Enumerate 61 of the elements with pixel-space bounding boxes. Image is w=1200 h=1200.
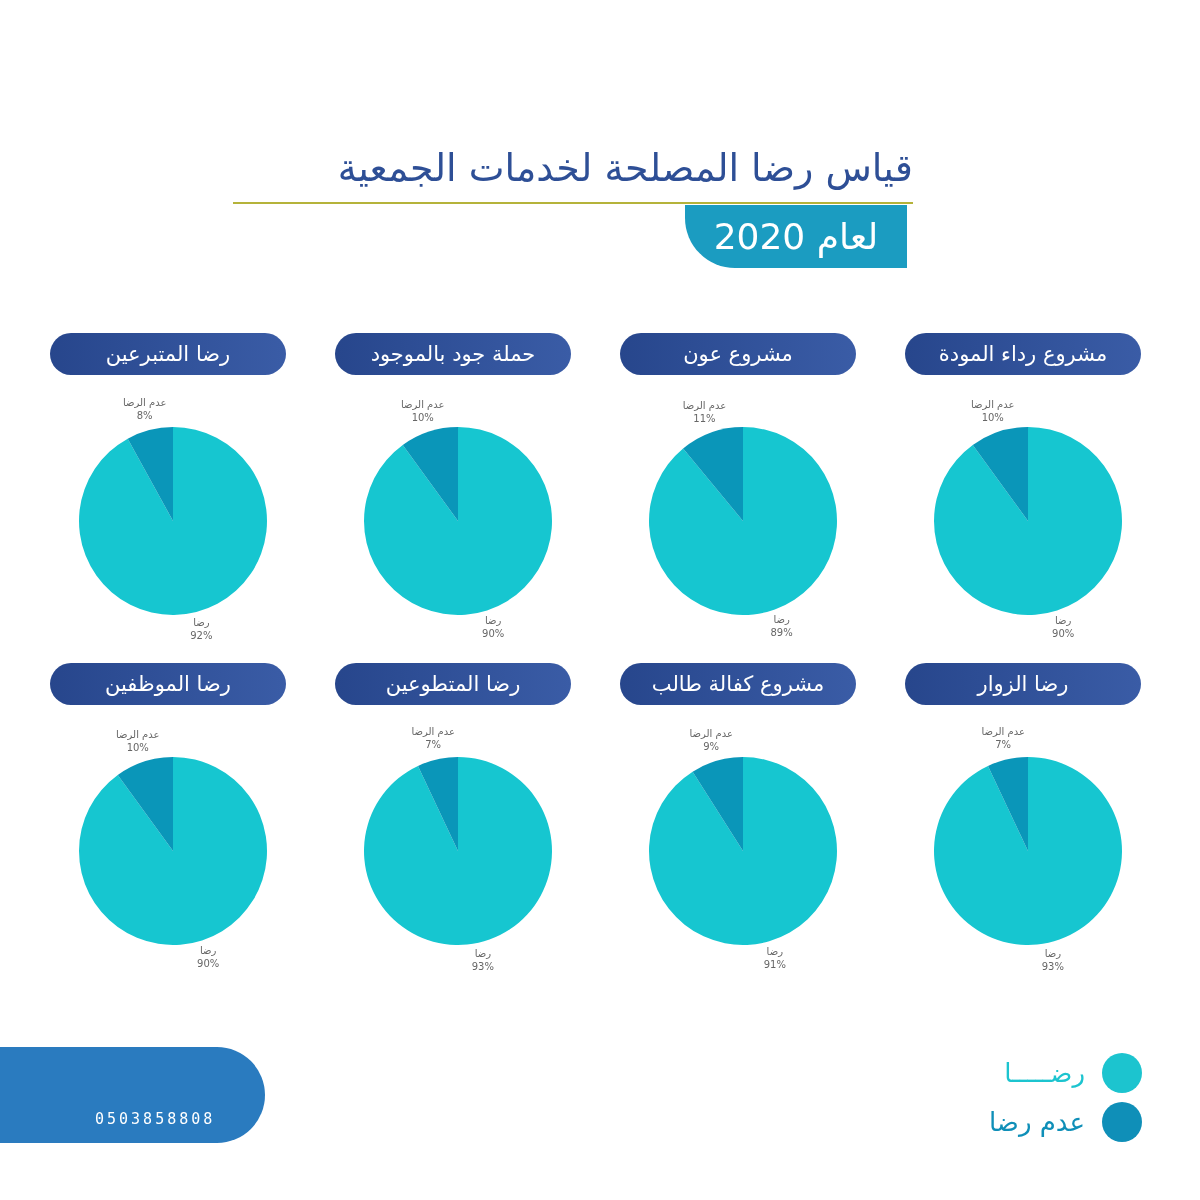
data-label: 10% xyxy=(126,741,149,753)
data-label: 8% xyxy=(136,409,153,421)
pie-slice xyxy=(972,427,1028,521)
data-label: 90% xyxy=(482,628,505,640)
pie-slice xyxy=(649,757,837,945)
data-label: 7% xyxy=(995,738,1012,750)
slice-label: عدم الرضا xyxy=(411,725,455,737)
pie-slice xyxy=(79,757,267,945)
pie-slice xyxy=(934,757,1122,945)
slice-label: رضا xyxy=(193,617,210,629)
data-label: 92% xyxy=(190,630,213,642)
pie-slice xyxy=(79,427,267,615)
slice-label: رضا xyxy=(485,615,502,627)
chart-title: رضا المتطوعين xyxy=(335,663,571,705)
pie-slice xyxy=(417,757,458,851)
data-label: 7% xyxy=(425,738,442,750)
text: رضـــــا xyxy=(1003,1057,1085,1090)
data-label: 11% xyxy=(693,412,716,424)
data-label: 93% xyxy=(1041,961,1064,973)
pie-slice xyxy=(649,427,837,615)
slice-label: رضا xyxy=(474,948,492,960)
data-label: 93% xyxy=(471,961,494,973)
pie-slice xyxy=(987,757,1028,851)
slice-label: عدم الرضا xyxy=(122,396,167,408)
slice-label: عدم الرضا xyxy=(682,399,727,411)
slice-label: رضا xyxy=(773,614,790,626)
pie-slice xyxy=(117,757,173,851)
slice-label: عدم الرضا xyxy=(401,398,445,410)
chart-title: مشروع كفالة طالب xyxy=(620,663,856,705)
slice-label: رضا xyxy=(1055,615,1072,627)
text: عدم رضا xyxy=(987,1106,1085,1139)
pie-slice xyxy=(364,757,552,945)
data-label: 90% xyxy=(197,958,220,970)
pie-slice xyxy=(934,427,1122,615)
text: 0503858808 xyxy=(95,1110,216,1128)
slice-label: عدم الرضا xyxy=(689,727,733,739)
data-label: 9% xyxy=(703,740,720,752)
text: لعام 2020 xyxy=(685,205,907,268)
data-label: 90% xyxy=(1052,628,1075,640)
data-label: 89% xyxy=(770,627,793,639)
pie-slice xyxy=(364,427,552,615)
slice-label: عدم الرضا xyxy=(116,728,160,740)
slice-label: رضا xyxy=(1044,948,1062,960)
pie-slice xyxy=(402,427,458,521)
chart-title: مشروع عون xyxy=(620,333,856,375)
data-label: 10% xyxy=(981,411,1004,423)
slice-label: عدم الرضا xyxy=(981,725,1025,737)
slice-label: رضا xyxy=(766,946,784,958)
chart-title: حملة جود بالموجود xyxy=(335,333,571,375)
pie-slice xyxy=(127,427,173,521)
data-label: 91% xyxy=(763,959,786,971)
data-label: 10% xyxy=(411,411,434,423)
chart-title: رضا الموظفين xyxy=(50,663,286,705)
chart-title: رضا الزوار xyxy=(905,663,1141,705)
text: قياس رضا المصلحة لخدمات الجمعية xyxy=(233,138,913,204)
slice-label: رضا xyxy=(200,945,217,957)
slice-label: عدم الرضا xyxy=(971,398,1015,410)
pie-slice xyxy=(692,757,743,851)
chart-title: مشروع رداء المودة xyxy=(905,333,1141,375)
pie-slice xyxy=(683,427,743,521)
chart-title: رضا المتبرعين xyxy=(50,333,286,375)
